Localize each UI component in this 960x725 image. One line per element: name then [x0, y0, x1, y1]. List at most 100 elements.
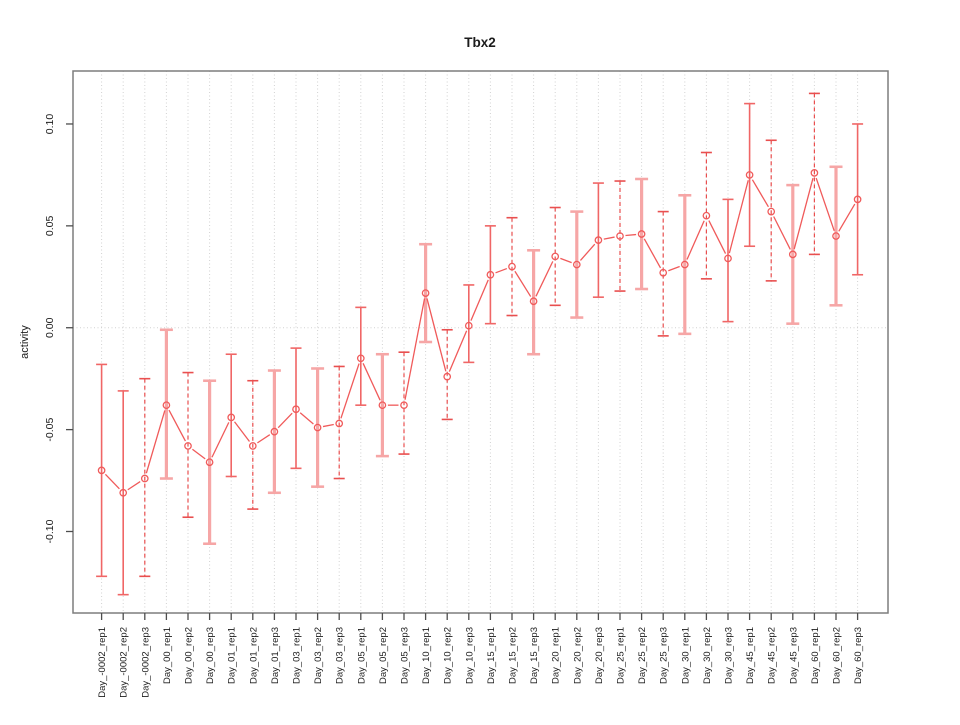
- data-point-marker: [659, 268, 668, 277]
- x-tick-label: Day_01_rep1: [227, 627, 238, 684]
- data-point-marker: [810, 169, 819, 177]
- x-tick-label: Day_20_rep1: [551, 627, 562, 684]
- x-tick-label: Day_05_rep3: [400, 627, 411, 684]
- series-line-segment: [211, 422, 230, 458]
- x-tick-label: Day_60_rep3: [853, 627, 864, 684]
- x-tick-label: Day_03_rep3: [335, 627, 346, 684]
- series-line-segment: [773, 216, 791, 250]
- x-tick-label: Day_03_rep1: [292, 627, 303, 684]
- x-tick-label: Day_15_rep2: [508, 627, 519, 684]
- data-point-marker: [140, 474, 149, 483]
- x-tick-label: Day_00_rep3: [205, 627, 216, 684]
- x-tick-label: Day_01_rep2: [248, 627, 259, 684]
- data-point-marker: [356, 354, 365, 363]
- series-line-segment: [625, 233, 637, 237]
- series-line-segment: [668, 265, 680, 272]
- x-tick-label: Day_15_rep3: [529, 627, 540, 684]
- x-tick-label: Day_00_rep2: [184, 627, 195, 684]
- data-point-marker: [270, 427, 279, 436]
- data-point-marker: [184, 442, 192, 450]
- y-tick-label: -0.10: [44, 519, 56, 543]
- data-point-marker: [616, 232, 624, 240]
- series-line-segment: [127, 481, 141, 491]
- series-line-segment: [277, 412, 293, 429]
- y-tick-label: 0.10: [44, 114, 56, 135]
- x-tick-label: Day_45_rep2: [767, 627, 778, 684]
- series-line-segment: [322, 423, 334, 428]
- x-tick-label: Day_10_rep3: [464, 627, 475, 684]
- data-point-marker: [119, 488, 128, 497]
- series-line-segment: [234, 421, 250, 442]
- x-tick-label: Day_15_rep1: [486, 627, 497, 684]
- x-tick-label: Day_10_rep2: [443, 627, 454, 684]
- x-tick-label: Day_05_rep1: [356, 627, 367, 684]
- data-point-marker: [400, 401, 408, 410]
- data-point-marker: [313, 423, 322, 432]
- series-line-segment: [751, 179, 769, 208]
- series-line-segment: [535, 261, 554, 297]
- data-point-marker: [702, 211, 711, 220]
- data-point-marker: [443, 372, 452, 381]
- x-tick-label: Day_-0002_rep3: [140, 627, 151, 698]
- series-line-segment: [362, 363, 381, 401]
- x-tick-label: Day_20_rep2: [572, 627, 583, 684]
- x-tick-label: Day_10_rep1: [421, 627, 432, 684]
- data-point-marker: [529, 297, 538, 306]
- series-line-segment: [579, 243, 596, 261]
- x-tick-label: Day_45_rep3: [788, 627, 799, 684]
- series-line-segment: [404, 298, 426, 400]
- y-tick-label: 0.05: [44, 215, 56, 236]
- data-point-marker: [464, 321, 473, 330]
- x-tick-label: Day_03_rep2: [313, 627, 324, 684]
- x-tick-label: Day_60_rep2: [832, 627, 843, 684]
- series-line-segment: [191, 448, 206, 460]
- data-point-marker: [248, 442, 257, 450]
- series-line-segment: [838, 203, 856, 232]
- data-point-marker: [680, 260, 689, 269]
- x-tick-label: Day_25_rep1: [616, 627, 627, 684]
- data-point-marker: [788, 250, 797, 259]
- x-tick-label: Day_25_rep2: [637, 627, 648, 684]
- data-point-marker: [724, 254, 732, 263]
- data-point-marker: [421, 289, 430, 297]
- series-line-segment: [603, 236, 615, 240]
- series-line-segment: [793, 178, 814, 250]
- grid-layer: [73, 71, 888, 613]
- data-point-marker: [205, 458, 214, 467]
- series-line-segment: [708, 220, 727, 254]
- data-point-marker: [594, 236, 603, 244]
- x-tick-label: Day_01_rep3: [270, 627, 281, 684]
- data-point-marker: [767, 207, 776, 216]
- y-tick-label: 0.00: [44, 317, 56, 338]
- series-line-segment: [257, 434, 271, 444]
- series-line-segment: [104, 473, 120, 490]
- chart-title: Tbx2: [464, 35, 496, 50]
- y-axis-title: activity: [19, 325, 31, 359]
- data-point-marker: [162, 401, 171, 410]
- series-line-segment: [145, 410, 166, 474]
- data-point-marker: [832, 232, 840, 240]
- series-line-segment: [560, 257, 572, 264]
- series-line-segment: [340, 363, 360, 419]
- data-point-marker: [292, 405, 300, 414]
- plot-box: [72, 70, 889, 614]
- series-line-segment: [643, 238, 662, 269]
- series-line-segment: [686, 220, 705, 260]
- series-line-segment: [728, 180, 749, 254]
- x-tick-label: Day_20_rep3: [594, 627, 605, 684]
- x-tick-label: Day_60_rep1: [810, 627, 821, 684]
- series-line-segment: [426, 298, 447, 372]
- data-point-marker: [745, 171, 754, 179]
- data-point-marker: [378, 401, 387, 410]
- axis-layer: 0.10 0.05 0.00 -0.05 -0.10 Day_-0002_rep1 Day_…: [44, 70, 889, 698]
- x-tick-label: Day_00_rep1: [162, 627, 173, 684]
- data-point-marker: [335, 419, 344, 428]
- data-point-marker: [572, 260, 581, 269]
- data-point-marker: [227, 413, 236, 422]
- data-point-marker: [486, 270, 495, 279]
- data-layer: [96, 92, 864, 596]
- series-line-segment: [470, 279, 489, 321]
- series-line-segment: [514, 270, 532, 297]
- series-line-segment: [815, 177, 835, 232]
